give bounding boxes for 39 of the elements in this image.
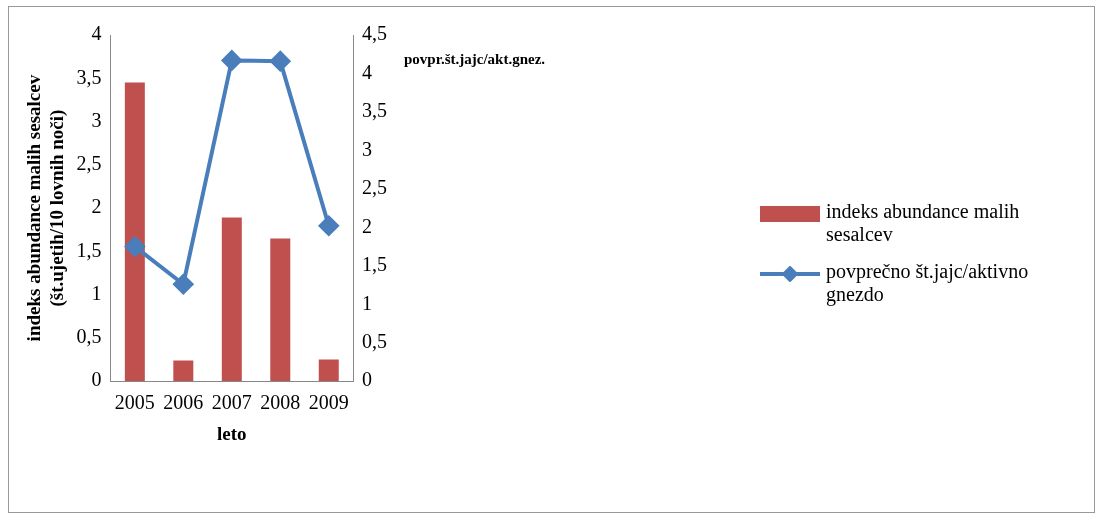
bar [221,217,242,382]
point [270,51,291,72]
bar [318,359,339,382]
point [124,236,145,257]
y-tick-label: 1 [91,281,102,304]
x-tick-label: 2007 [211,391,252,414]
x-tick-label: 2008 [260,391,301,414]
point [221,50,242,71]
bar [270,238,291,382]
y-tick-label: 0,5 [76,325,102,348]
y2-tick-label: 0 [362,368,372,391]
x-tick-label: 2006 [163,391,204,414]
y-tick-label: 2 [91,195,102,218]
y-tick-label: 0 [91,368,102,391]
point [173,274,194,295]
bar [124,82,145,382]
y-tick-label: 1,5 [76,238,102,261]
legend-label: povprečno št.jajc/aktivno gnezdo [826,260,1030,306]
point [318,215,339,236]
y2-tick-label: 4,5 [362,22,387,45]
bar [173,360,194,382]
x-tick-label: 2005 [114,391,155,414]
x-axis-title: leto [217,422,247,444]
y2-tick-label: 2,5 [362,176,387,199]
x-tick-label: 2009 [308,391,349,414]
y-tick-label: 3,5 [76,65,102,88]
y-axis-title: indeks abundance malih sesalcev (št.ujetih/10 lovnih noči) [23,74,69,342]
y-tick-label: 2,5 [76,152,102,175]
y2-tick-label: 4 [362,60,372,83]
legend-label: indeks abundance malih sesalcev [826,200,1021,246]
y-tick-label: 4 [91,22,102,45]
y2-tick-label: 0,5 [362,329,387,352]
y2-tick-label: 3,5 [362,99,387,122]
y-tick-label: 3 [91,108,102,131]
y2-tick-label: 3 [362,137,372,160]
y2-tick-label: 1 [362,291,372,314]
y2-tick-label: 1,5 [362,253,387,276]
y2-axis-title: povpr.št.jajc/akt.gnez. [404,51,546,68]
y2-tick-label: 2 [362,214,372,237]
